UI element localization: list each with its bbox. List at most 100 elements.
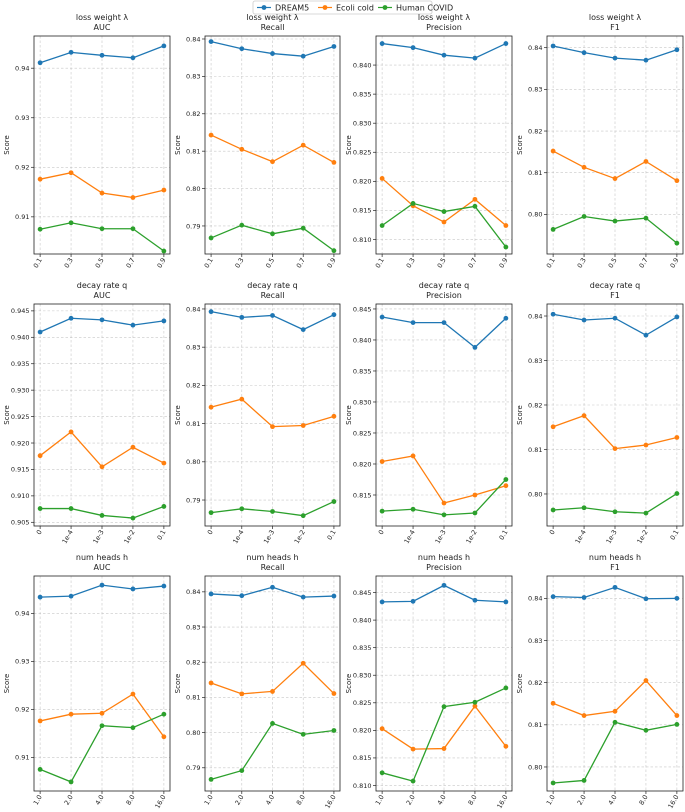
y-tick-label: 0.82 [528, 127, 542, 135]
data-point [331, 499, 337, 504]
data-point [410, 506, 416, 512]
y-tick-label: 0.84 [186, 35, 200, 43]
data-point [331, 312, 337, 318]
y-tick-label: 0.945 [11, 307, 30, 315]
data-point [37, 329, 43, 335]
data-point [99, 317, 105, 323]
axes-frame [375, 35, 513, 255]
series [208, 309, 337, 333]
subplot-title-metric: Recall [261, 563, 285, 572]
subplot: 0.80 0.81 0.82 0.83 0.84 1.0 2.0 4.0 8.0 16.0 num … [516, 553, 684, 811]
data-point [208, 309, 214, 315]
y-tick-label: 0.93 [15, 658, 29, 666]
data-point [37, 453, 43, 459]
axes-frame [546, 575, 684, 792]
data-point [300, 513, 306, 519]
y-tick-label: 0.82 [186, 659, 200, 667]
y-tick-label: 0.825 [353, 149, 372, 157]
data-point [441, 320, 447, 326]
data-point [503, 315, 509, 321]
series [208, 132, 337, 165]
x-tick-label: 1e-4 [231, 529, 245, 546]
y-tick-label: 0.830 [353, 398, 372, 406]
y-tick-label: 0.825 [353, 429, 372, 437]
data-point [410, 453, 416, 459]
y-tick-label: 0.81 [528, 721, 542, 729]
data-point [331, 413, 337, 419]
x-tick-label: 1e-4 [61, 529, 75, 546]
x-tick-label: 0.7 [467, 257, 479, 270]
data-point [130, 226, 136, 232]
data-point [379, 770, 385, 776]
series [208, 584, 337, 600]
legend: DREAM5 Ecoli cold Human COVID [252, 0, 453, 15]
axes-frame [204, 575, 341, 792]
data-point [472, 510, 478, 516]
x-tick-label: 1.0 [203, 794, 215, 807]
data-point [99, 226, 105, 232]
x-tick-label: 0.1 [326, 529, 338, 542]
y-tick-label: 0.835 [353, 367, 372, 375]
subplot: 0.810 0.815 0.820 0.825 0.830 0.835 0.840 0.845… [345, 553, 513, 810]
data-point [674, 713, 680, 718]
data-point [612, 509, 618, 515]
x-tick-label: 16.0 [323, 794, 337, 811]
data-point [581, 214, 587, 219]
y-tick-label: 0.815 [353, 491, 372, 499]
subplot-title-param: loss weight λ [76, 13, 129, 22]
subplot-title-param: num heads h [246, 553, 298, 562]
data-point [331, 44, 337, 49]
y-tick-label: 0.94 [15, 610, 29, 618]
data-point [643, 57, 649, 63]
x-tick-label: 0.3 [233, 257, 245, 270]
y-tick-label: 0.80 [186, 185, 200, 193]
subplot-title-param: decay rate q [419, 281, 469, 290]
data-point [130, 195, 136, 200]
x-tick-label: 16.0 [666, 794, 680, 811]
series [550, 148, 680, 184]
data-point [441, 582, 447, 588]
x-tick-label: 0.7 [125, 257, 137, 270]
data-point [581, 413, 587, 419]
data-point [410, 598, 416, 604]
y-tick-label: 0.79 [186, 222, 200, 230]
y-tick-label: 0.835 [353, 90, 372, 98]
y-axis-label: Score [174, 674, 182, 694]
data-point [99, 464, 105, 470]
series [37, 429, 167, 470]
data-point [379, 726, 385, 732]
data-point [239, 768, 245, 773]
y-tick-label: 0.82 [528, 679, 542, 687]
y-axis-label: Score [3, 405, 11, 425]
subplot-title-param: num heads h [589, 553, 641, 562]
series [37, 691, 167, 740]
series [550, 43, 680, 63]
x-tick-label: 0 [548, 529, 557, 537]
y-tick-label: 0.930 [11, 386, 30, 394]
legend-frame [252, 0, 433, 15]
x-tick-label: 4.0 [264, 794, 276, 807]
y-axis-label: Score [174, 135, 182, 155]
data-point [379, 459, 385, 464]
y-tick-label: 0.81 [186, 420, 200, 428]
data-point [300, 594, 306, 600]
x-tick-label: 0.1 [203, 257, 215, 270]
x-tick-label: 1e-3 [604, 529, 618, 546]
data-point [612, 55, 618, 61]
x-tick-label: 0 [377, 529, 386, 537]
x-tick-label: 2.0 [233, 794, 245, 807]
y-axis-label: Score [3, 135, 11, 155]
data-point [550, 594, 556, 600]
y-tick-label: 0.820 [353, 178, 372, 186]
data-point [643, 727, 649, 733]
data-point [612, 315, 618, 321]
data-point [331, 691, 337, 696]
series [379, 685, 509, 784]
data-point [161, 583, 167, 589]
y-tick-label: 0.80 [528, 211, 542, 219]
data-point [674, 178, 680, 184]
subplot-title-param: num heads h [418, 553, 470, 562]
x-tick-label: 1e-3 [91, 529, 105, 546]
data-point [300, 423, 306, 428]
